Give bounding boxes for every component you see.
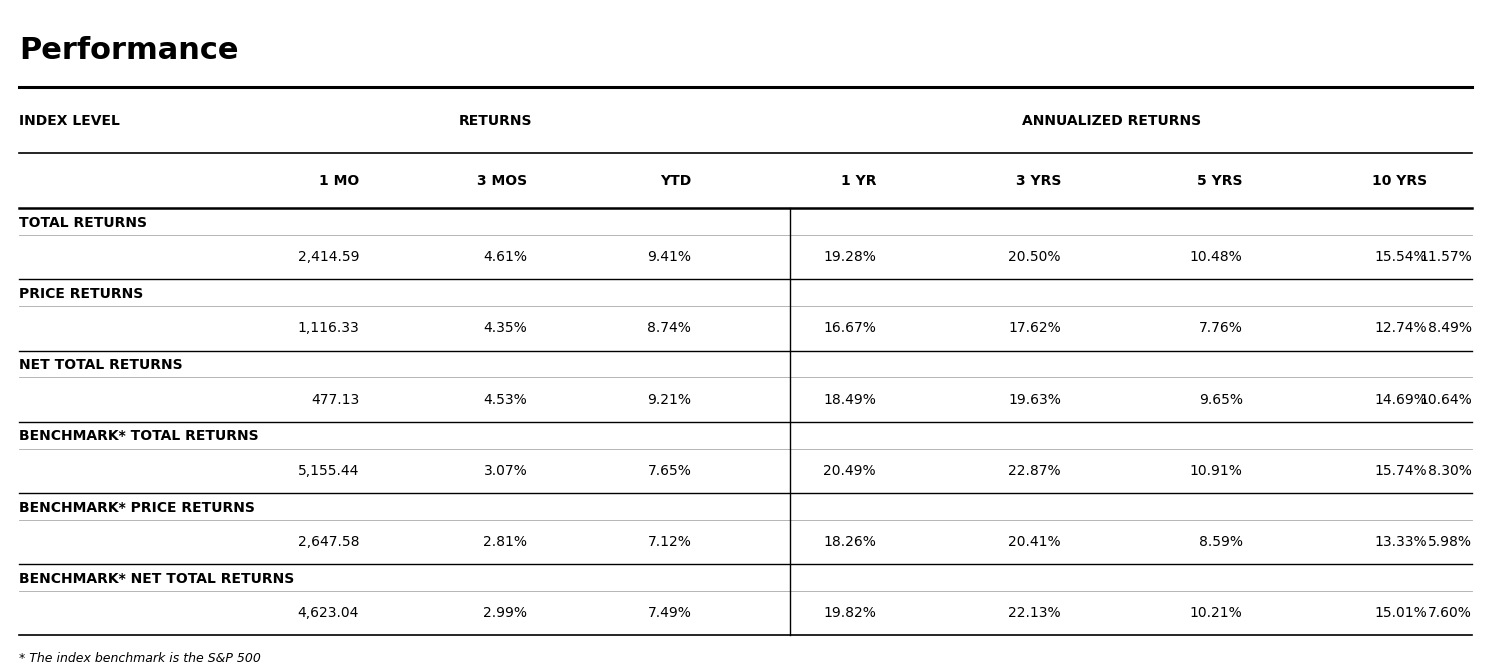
Text: 9.21%: 9.21% [647, 392, 691, 407]
Text: 5.98%: 5.98% [1427, 535, 1472, 549]
Text: 18.26%: 18.26% [824, 535, 876, 549]
Text: 20.41%: 20.41% [1009, 535, 1061, 549]
Text: 8.30%: 8.30% [1429, 464, 1472, 478]
Text: 13.33%: 13.33% [1375, 535, 1427, 549]
Text: 7.60%: 7.60% [1429, 606, 1472, 620]
Text: 9.41%: 9.41% [647, 251, 691, 264]
Text: 2.99%: 2.99% [483, 606, 527, 620]
Text: PRICE RETURNS: PRICE RETURNS [19, 287, 143, 301]
Text: 4.61%: 4.61% [483, 251, 527, 264]
Text: 15.01%: 15.01% [1375, 606, 1427, 620]
Text: 4,623.04: 4,623.04 [298, 606, 359, 620]
Text: 18.49%: 18.49% [824, 392, 876, 407]
Text: Performance: Performance [19, 36, 238, 65]
Text: ANNUALIZED RETURNS: ANNUALIZED RETURNS [1022, 114, 1201, 128]
Text: 15.54%: 15.54% [1375, 251, 1427, 264]
Text: 12.74%: 12.74% [1375, 321, 1427, 335]
Text: 22.87%: 22.87% [1009, 464, 1061, 478]
Text: 7.49%: 7.49% [648, 606, 691, 620]
Text: 4.53%: 4.53% [484, 392, 527, 407]
Text: 7.76%: 7.76% [1199, 321, 1243, 335]
Text: 1 MO: 1 MO [319, 175, 359, 188]
Text: 15.74%: 15.74% [1375, 464, 1427, 478]
Text: 4.35%: 4.35% [484, 321, 527, 335]
Text: 16.67%: 16.67% [824, 321, 876, 335]
Text: NET TOTAL RETURNS: NET TOTAL RETURNS [19, 358, 183, 372]
Text: 19.28%: 19.28% [824, 251, 876, 264]
Text: 9.65%: 9.65% [1198, 392, 1243, 407]
Text: YTD: YTD [660, 175, 691, 188]
Text: 2,414.59: 2,414.59 [298, 251, 359, 264]
Text: BENCHMARK* PRICE RETURNS: BENCHMARK* PRICE RETURNS [19, 501, 255, 515]
Text: 22.13%: 22.13% [1009, 606, 1061, 620]
Text: 2,647.58: 2,647.58 [298, 535, 359, 549]
Text: 19.63%: 19.63% [1009, 392, 1061, 407]
Text: INDEX LEVEL: INDEX LEVEL [19, 114, 121, 128]
Text: 2.81%: 2.81% [483, 535, 527, 549]
Text: 3 YRS: 3 YRS [1016, 175, 1061, 188]
Text: * The index benchmark is the S&P 500: * The index benchmark is the S&P 500 [19, 652, 261, 665]
Text: 14.69%: 14.69% [1375, 392, 1427, 407]
Text: 7.65%: 7.65% [648, 464, 691, 478]
Text: 8.59%: 8.59% [1198, 535, 1243, 549]
Text: 10.91%: 10.91% [1191, 464, 1243, 478]
Text: 8.49%: 8.49% [1427, 321, 1472, 335]
Text: 10.64%: 10.64% [1420, 392, 1472, 407]
Text: 3 MOS: 3 MOS [477, 175, 527, 188]
Text: 5,155.44: 5,155.44 [298, 464, 359, 478]
Text: 8.74%: 8.74% [648, 321, 691, 335]
Text: 11.57%: 11.57% [1420, 251, 1472, 264]
Text: 10.48%: 10.48% [1191, 251, 1243, 264]
Text: 1,116.33: 1,116.33 [298, 321, 359, 335]
Text: 3.07%: 3.07% [484, 464, 527, 478]
Text: BENCHMARK* NET TOTAL RETURNS: BENCHMARK* NET TOTAL RETURNS [19, 572, 295, 586]
Text: 19.82%: 19.82% [824, 606, 876, 620]
Text: 477.13: 477.13 [311, 392, 359, 407]
Text: 17.62%: 17.62% [1009, 321, 1061, 335]
Text: BENCHMARK* TOTAL RETURNS: BENCHMARK* TOTAL RETURNS [19, 429, 259, 444]
Text: TOTAL RETURNS: TOTAL RETURNS [19, 216, 148, 230]
Text: 10 YRS: 10 YRS [1372, 175, 1427, 188]
Text: 20.49%: 20.49% [824, 464, 876, 478]
Text: RETURNS: RETURNS [459, 114, 532, 128]
Text: 20.50%: 20.50% [1009, 251, 1061, 264]
Text: 1 YR: 1 YR [840, 175, 876, 188]
Text: 7.12%: 7.12% [648, 535, 691, 549]
Text: 10.21%: 10.21% [1191, 606, 1243, 620]
Text: 5 YRS: 5 YRS [1196, 175, 1243, 188]
